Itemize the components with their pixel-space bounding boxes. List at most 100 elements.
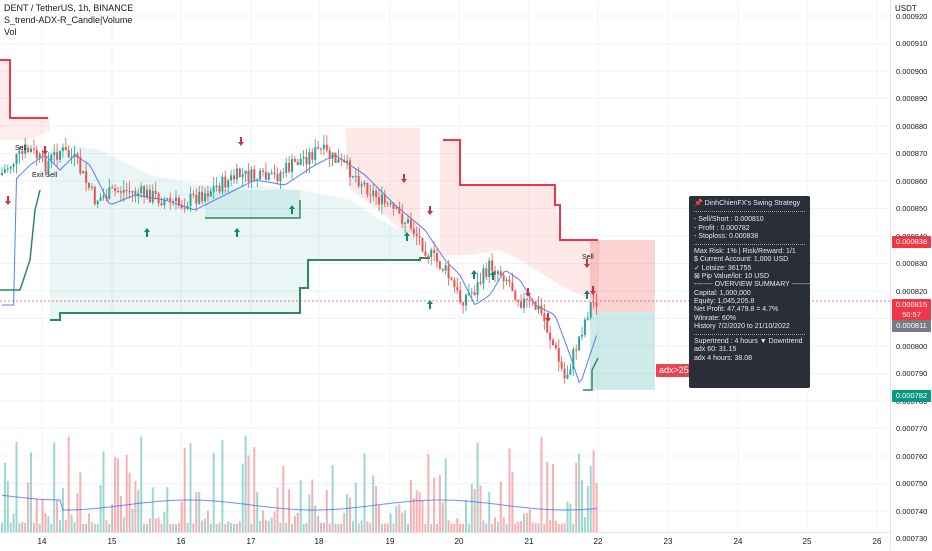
candle [296, 158, 299, 166]
candle [404, 221, 407, 234]
candle [328, 146, 331, 168]
candle [166, 197, 169, 201]
candle [534, 300, 537, 310]
candle [186, 201, 189, 210]
time-axis[interactable]: 14 15 16 17 18 19 20 21 22 23 24 25 26 [0, 532, 890, 551]
currency-label: USDT [895, 4, 917, 13]
volume-bar [267, 520, 270, 532]
bearish-fill-3 [0, 60, 50, 140]
candle [569, 363, 572, 376]
date-tick: 22 [593, 537, 603, 546]
volume-bar [595, 483, 598, 532]
volume-bar [85, 523, 88, 532]
candle [549, 325, 552, 349]
candle [343, 155, 346, 164]
candle [369, 184, 372, 204]
candle [131, 190, 134, 203]
volume-title[interactable]: Vol [4, 27, 17, 37]
candle [279, 169, 282, 190]
volume-bar [206, 510, 209, 532]
volume-bar [250, 523, 253, 532]
candle [456, 277, 459, 294]
volume-bar [18, 523, 21, 532]
candle [76, 152, 79, 165]
candle [314, 139, 317, 166]
price-chart[interactable] [0, 0, 890, 532]
candle [238, 167, 241, 178]
volume-bar [282, 465, 285, 532]
candle [380, 186, 383, 215]
candle [430, 247, 433, 266]
volume-bar [592, 450, 595, 532]
volume-bar [349, 497, 351, 532]
countdown-price-label: 50:57 [892, 309, 931, 322]
volume-bar [30, 452, 32, 532]
current-price-label: 0.000815 [892, 299, 931, 312]
volume-bar [105, 519, 108, 532]
volume-bar [499, 481, 502, 532]
candle [195, 188, 198, 212]
candle [351, 176, 354, 179]
candle [514, 289, 517, 302]
volume-bar [537, 523, 540, 532]
volume-bar [128, 472, 131, 532]
volume-bar [134, 480, 137, 532]
candle [401, 203, 404, 228]
volume-bar [340, 523, 343, 532]
volume-bar [264, 520, 267, 532]
candle [450, 276, 453, 281]
candle [125, 182, 128, 199]
volume-bar [470, 483, 473, 532]
bearish-fill-2 [440, 140, 600, 300]
candle [560, 356, 563, 372]
volume-bar [563, 523, 566, 532]
candle [177, 194, 180, 209]
volume-bar [424, 523, 427, 532]
volume-bar [151, 487, 154, 532]
candle [134, 187, 137, 203]
volume-bar [467, 523, 470, 532]
candle [180, 200, 183, 211]
date-tick: 24 [733, 537, 743, 546]
volume-bar [543, 523, 546, 532]
volume-bar [583, 517, 586, 532]
candle [537, 295, 540, 315]
candle [299, 153, 302, 166]
candle [50, 152, 53, 169]
volume-bar [56, 500, 59, 532]
price-tick: 0.000730 [896, 534, 928, 543]
candle [357, 166, 360, 189]
volume-bar [389, 513, 392, 532]
price-axis[interactable]: USDT 0.000920 0.000910 0.000900 0.000890 0.0… [890, 0, 932, 550]
candle [114, 184, 117, 197]
volume-bar [357, 523, 360, 532]
volume-bar [444, 458, 447, 532]
candle [311, 147, 314, 164]
candle [189, 186, 192, 212]
candle [354, 168, 357, 183]
sell-arrow-icon [238, 137, 244, 146]
candle [6, 164, 9, 173]
sell-arrow-icon [545, 313, 551, 322]
candle [204, 187, 206, 203]
volume-bar [554, 520, 557, 532]
price-tick: 0.000820 [896, 286, 928, 296]
volume-bar [70, 514, 73, 532]
candle [160, 197, 163, 206]
candle [1, 167, 3, 177]
indicator-title[interactable]: S_trend-ADX-R_Candle|Volume [4, 15, 133, 25]
supertrend-up-line-2 [205, 200, 301, 219]
price-tick: 0.000740 [896, 506, 928, 516]
candle [386, 201, 389, 207]
volume-bar [436, 523, 438, 532]
volume-bar [114, 457, 117, 532]
candle [192, 190, 195, 199]
candle [586, 311, 589, 322]
volume-bar [412, 498, 415, 532]
candle [433, 241, 436, 262]
volume-bar [279, 522, 282, 532]
buy-arrow-icon [490, 271, 496, 280]
candle [476, 272, 479, 302]
volume-bar [270, 517, 273, 532]
supertrend-up-line-3 [583, 357, 599, 391]
